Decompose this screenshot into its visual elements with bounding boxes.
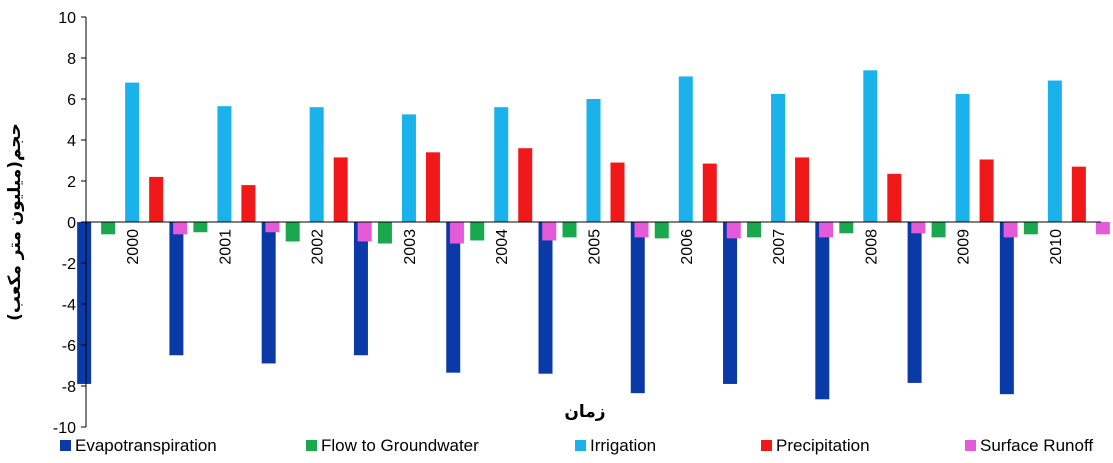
bar-surface-runoff-2006 [726,222,741,239]
bar-surface-runoff-2009 [1003,222,1018,238]
legend-label: Precipitation [776,436,870,455]
bar-evapotranspiration-2000 [77,222,92,384]
x-axis-title: زمان [564,402,605,422]
bar-evapotranspiration-2009 [907,222,922,383]
bar-evapotranspiration-2005 [538,222,553,374]
y-tick-label: 0 [67,215,76,232]
x-tick-label: 2004 [494,229,511,265]
bar-surface-runoff-2000 [173,222,188,235]
x-tick-label: 2003 [402,229,419,265]
bar-irrigation-2009 [955,93,970,223]
y-tick-label: 8 [67,51,76,68]
x-tick-label: 2008 [863,229,880,265]
legend-label: Evapotranspiration [75,436,217,455]
bar-surface-runoff-2004 [542,222,557,241]
x-tick-label: 2010 [1048,229,1065,265]
bar-irrigation-2001 [217,106,232,222]
bar-precipitation-2006 [702,163,717,222]
bar-flow-to-groundwater-2010 [1023,222,1038,235]
bar-precipitation-2007 [795,157,810,222]
bar-precipitation-2004 [518,148,533,222]
x-tick-label: 2000 [125,229,142,265]
bar-irrigation-2010 [1047,80,1062,222]
bar-evapotranspiration-2010 [999,222,1014,395]
y-axis-title: حجم(میلیون متر مکعب) [5,123,25,321]
bar-flow-to-groundwater-2000 [101,222,116,235]
bar-irrigation-2005 [586,99,601,222]
y-tick-label: 4 [67,133,76,150]
bar-surface-runoff-2002 [357,222,372,242]
bar-flow-to-groundwater-2001 [193,222,208,233]
bar-flow-to-groundwater-2008 [839,222,854,234]
legend-swatch [306,440,317,451]
bar-flow-to-groundwater-2007 [747,222,762,238]
bar-surface-runoff-2003 [449,222,464,244]
bar-precipitation-2003 [425,152,440,222]
bar-surface-runoff-2005 [634,222,649,238]
bar-evapotranspiration-2004 [446,222,461,373]
legend-label: Flow to Groundwater [321,436,479,455]
bar-precipitation-2005 [610,162,625,222]
y-tick-label: 2 [67,174,76,191]
x-tick-labels: 2000 2001 2002 2003 2004 2005 2006 2007 2008 2009… [125,229,1065,265]
legend-swatch [965,440,976,451]
y-tick-label: -2 [62,256,76,273]
legend-label: Irrigation [590,436,656,455]
bar-irrigation-2000 [125,82,140,222]
bar-flow-to-groundwater-2004 [470,222,485,241]
bar-evapotranspiration-2008 [815,222,830,400]
bar-evapotranspiration-2006 [630,222,645,394]
bar-evapotranspiration-2001 [169,222,184,356]
bar-irrigation-2006 [678,76,693,222]
bar-precipitation-2010 [1071,166,1086,222]
x-tick-label: 2009 [956,229,973,265]
bar-flow-to-groundwater-2006 [654,222,669,239]
bar-irrigation-2008 [863,70,878,222]
bar-evapotranspiration-2002 [261,222,276,364]
y-tick-label: -10 [53,420,76,437]
bar-precipitation-2000 [149,176,164,222]
bar-evapotranspiration-2007 [723,222,738,384]
x-tick-label: 2006 [679,229,696,265]
bar-irrigation-2007 [771,93,786,223]
bar-irrigation-2004 [494,107,509,222]
bar-precipitation-2008 [887,173,902,222]
legend-label: Surface Runoff [980,436,1093,455]
legend-swatch [575,440,586,451]
y-tick-label: 6 [67,92,76,109]
bar-irrigation-2002 [309,107,324,222]
y-tick-label: -4 [62,297,76,314]
bar-precipitation-2009 [979,159,994,222]
legend: Evapotranspiration Flow to Groundwater Irr… [60,436,1093,455]
x-tick-label: 2001 [217,229,234,265]
bar-surface-runoff-2010 [1095,222,1110,235]
bar-flow-to-groundwater-2009 [931,222,946,238]
bar-flow-to-groundwater-2003 [377,222,392,244]
bar-flow-to-groundwater-2005 [562,222,577,238]
bar-flow-to-groundwater-2002 [285,222,300,242]
bar-precipitation-2001 [241,185,256,222]
legend-swatch [60,440,71,451]
bar-surface-runoff-2001 [265,222,280,233]
bar-irrigation-2003 [401,114,416,223]
y-ticks: 10 8 6 4 2 0 -2 -4 -6 -8 -10 [53,10,86,437]
y-tick-label: -8 [62,379,76,396]
y-tick-label: 10 [58,10,76,27]
x-tick-label: 2007 [771,229,788,265]
bars-layer [77,70,1110,400]
y-tick-label: -6 [62,338,76,355]
bar-surface-runoff-2008 [911,222,926,234]
bar-evapotranspiration-2003 [353,222,368,356]
x-tick-label: 2005 [587,229,604,265]
bar-surface-runoff-2007 [819,222,834,238]
legend-swatch [761,440,772,451]
bar-precipitation-2002 [333,157,348,222]
x-tick-label: 2002 [310,229,327,265]
